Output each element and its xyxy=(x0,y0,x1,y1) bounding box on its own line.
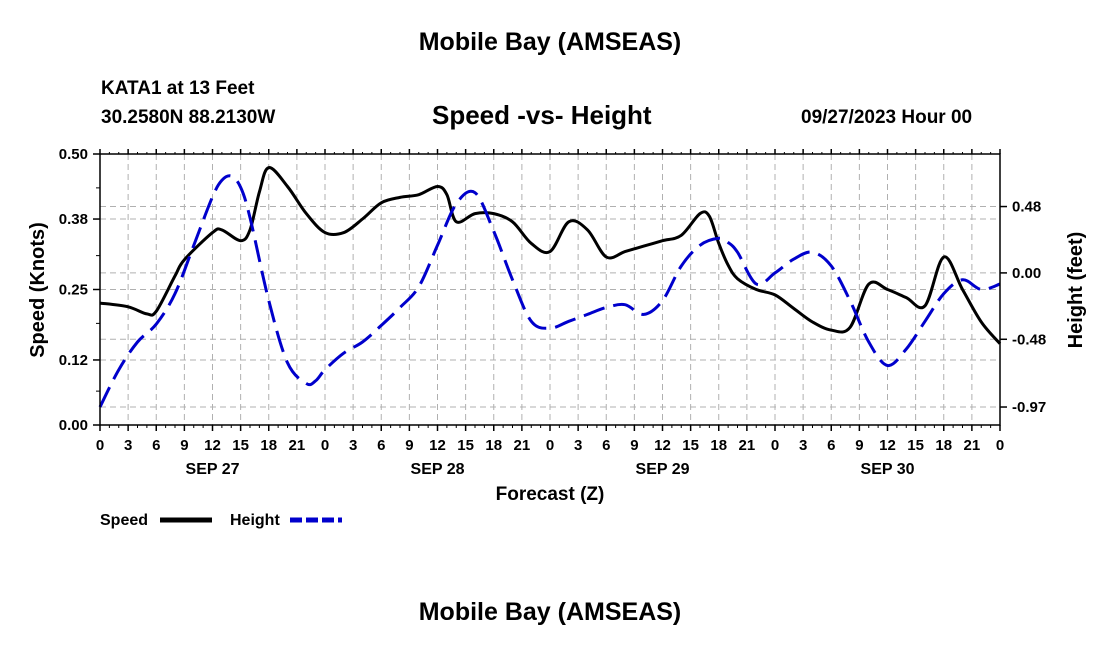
y-tick-label: 0.38 xyxy=(59,211,88,228)
day-label: SEP 30 xyxy=(861,461,915,478)
x-tick-label: 15 xyxy=(682,437,699,454)
series-line-speed xyxy=(99,166,1002,345)
y-axis-title: Speed (Knots) xyxy=(27,222,49,358)
y-tick-label: 0.50 xyxy=(59,146,88,163)
bottom-chart-title: Mobile Bay (AMSEAS) xyxy=(418,598,682,626)
x-tick-label: 0 xyxy=(771,437,779,454)
y2-tick-label: 0.48 xyxy=(1012,199,1041,216)
x-tick-label: 21 xyxy=(739,437,756,454)
x-tick-label: 0 xyxy=(96,437,104,454)
axis-ticks xyxy=(93,149,1007,431)
x-tick-label: 9 xyxy=(630,437,638,454)
legend-label-speed: Speed xyxy=(100,512,148,529)
station-label: KATA1 at 13 Feet xyxy=(101,78,255,99)
x-tick-label: 18 xyxy=(935,437,952,454)
x-tick-label: 15 xyxy=(907,437,924,454)
x-tick-label: 12 xyxy=(654,437,671,454)
x-tick-label: 12 xyxy=(429,437,446,454)
x-tick-label: 6 xyxy=(827,437,835,454)
x-tick-label: 9 xyxy=(405,437,413,454)
x-tick-label: 18 xyxy=(710,437,727,454)
x-tick-label: 12 xyxy=(204,437,221,454)
x-tick-label: 3 xyxy=(124,437,132,454)
x-tick-label: 6 xyxy=(602,437,610,454)
y2-axis-title: Height (feet) xyxy=(1065,232,1087,349)
x-axis-title: Forecast (Z) xyxy=(496,484,605,505)
x-tick-label: 6 xyxy=(377,437,385,454)
y-tick-label: 0.12 xyxy=(59,352,88,369)
chart-title: Mobile Bay (AMSEAS) xyxy=(418,28,682,56)
day-label: SEP 29 xyxy=(636,461,690,478)
x-tick-label: 9 xyxy=(855,437,863,454)
x-tick-label: 21 xyxy=(289,437,306,454)
chart-subtitle: Speed -vs- Height xyxy=(432,100,652,130)
x-tick-label: 21 xyxy=(964,437,981,454)
forecast-datetime: 09/27/2023 Hour 00 xyxy=(801,107,973,128)
day-label: SEP 28 xyxy=(411,461,465,478)
y2-tick-label: 0.00 xyxy=(1012,265,1041,282)
y2-tick-label: -0.97 xyxy=(1012,399,1046,416)
series-lines xyxy=(98,166,1002,408)
y2-tick-label: -0.48 xyxy=(1012,331,1046,348)
x-tick-label: 0 xyxy=(321,437,329,454)
x-tick-label: 21 xyxy=(514,437,531,454)
x-tick-label: 3 xyxy=(574,437,582,454)
grid-lines xyxy=(100,154,1000,425)
series-line-height xyxy=(98,174,1001,408)
x-tick-label: 18 xyxy=(260,437,277,454)
legend-label-height: Height xyxy=(230,512,280,529)
x-tick-label: 12 xyxy=(879,437,896,454)
x-tick-label: 9 xyxy=(180,437,188,454)
y-tick-label: 0.00 xyxy=(59,417,88,434)
x-tick-label: 15 xyxy=(457,437,474,454)
axis-labels: Forecast (Z) Speed (Knots) Height (feet)… xyxy=(27,146,1087,505)
station-coordinates: 30.2580N 88.2130W xyxy=(101,107,276,128)
x-tick-label: 15 xyxy=(232,437,249,454)
x-tick-label: 0 xyxy=(546,437,554,454)
x-tick-label: 3 xyxy=(799,437,807,454)
x-tick-label: 3 xyxy=(349,437,357,454)
legend: Speed Height xyxy=(100,512,342,529)
x-tick-label: 18 xyxy=(485,437,502,454)
y-tick-label: 0.25 xyxy=(59,282,88,299)
day-label: SEP 27 xyxy=(186,461,240,478)
x-tick-label: 6 xyxy=(152,437,160,454)
x-tick-label: 0 xyxy=(996,437,1004,454)
